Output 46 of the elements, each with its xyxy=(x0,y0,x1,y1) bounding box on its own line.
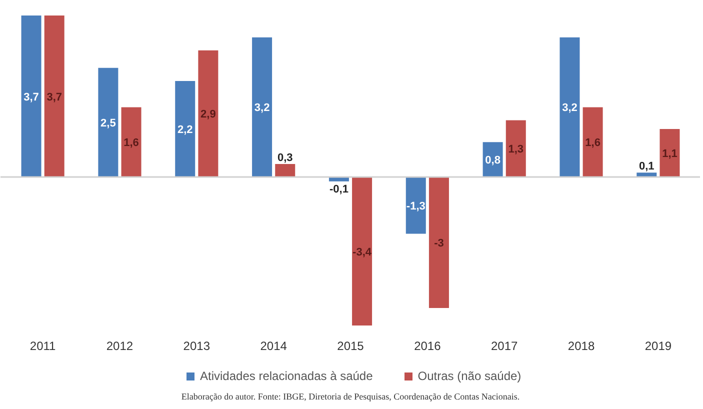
bar xyxy=(44,16,64,178)
bar xyxy=(660,129,680,178)
x-tick-label: 2015 xyxy=(337,339,364,353)
data-label: 1,6 xyxy=(124,137,139,150)
bar xyxy=(275,164,296,178)
x-tick-label: 2013 xyxy=(183,339,210,353)
data-label: 2,9 xyxy=(200,108,216,121)
x-tick-label: 2018 xyxy=(568,339,595,353)
data-label: 0,1 xyxy=(639,160,654,173)
data-label: -3 xyxy=(434,238,444,250)
data-label: -3,4 xyxy=(352,246,372,258)
x-tick-label: 2016 xyxy=(414,339,442,353)
data-label: 0,3 xyxy=(277,152,293,164)
data-label: 3,2 xyxy=(254,102,270,114)
bar xyxy=(198,50,218,178)
x-tick-label: 2011 xyxy=(30,339,56,353)
x-tick-label: 2014 xyxy=(260,339,288,353)
bar xyxy=(21,16,42,178)
bar xyxy=(506,120,526,178)
data-label: 2,2 xyxy=(177,124,193,136)
data-label: 3,7 xyxy=(46,91,62,104)
bar xyxy=(406,177,426,234)
legend-label: Outras (não saúde) xyxy=(418,369,522,383)
bar xyxy=(175,80,196,178)
legend-label: Atividades relacionadas à saúde xyxy=(200,369,373,383)
bar xyxy=(98,68,118,178)
x-tick-label: 2019 xyxy=(644,339,672,353)
data-label: -1,3 xyxy=(406,200,426,212)
text: Elaboração do autor. Fonte: IBGE, Diretoria de Pesquisas, Coordenação de Contas Nacionais. xyxy=(181,392,520,402)
x-tick-label: 2017 xyxy=(491,339,518,353)
data-label: 2,5 xyxy=(100,117,116,130)
data-label: 3,2 xyxy=(562,102,578,114)
bar xyxy=(560,37,580,178)
bar xyxy=(352,177,372,326)
data-label: 1,3 xyxy=(508,144,524,156)
bar xyxy=(252,37,272,178)
data-label: -0,1 xyxy=(329,183,348,196)
bar xyxy=(636,172,657,178)
data-label: 0,8 xyxy=(485,154,500,167)
bar xyxy=(428,177,449,308)
bar xyxy=(582,107,603,178)
bar xyxy=(121,107,142,178)
x-tick-label: 2012 xyxy=(106,339,134,353)
data-label: 1,1 xyxy=(662,148,678,160)
data-label: 3,7 xyxy=(24,91,39,104)
data-label: 1,6 xyxy=(585,137,600,150)
